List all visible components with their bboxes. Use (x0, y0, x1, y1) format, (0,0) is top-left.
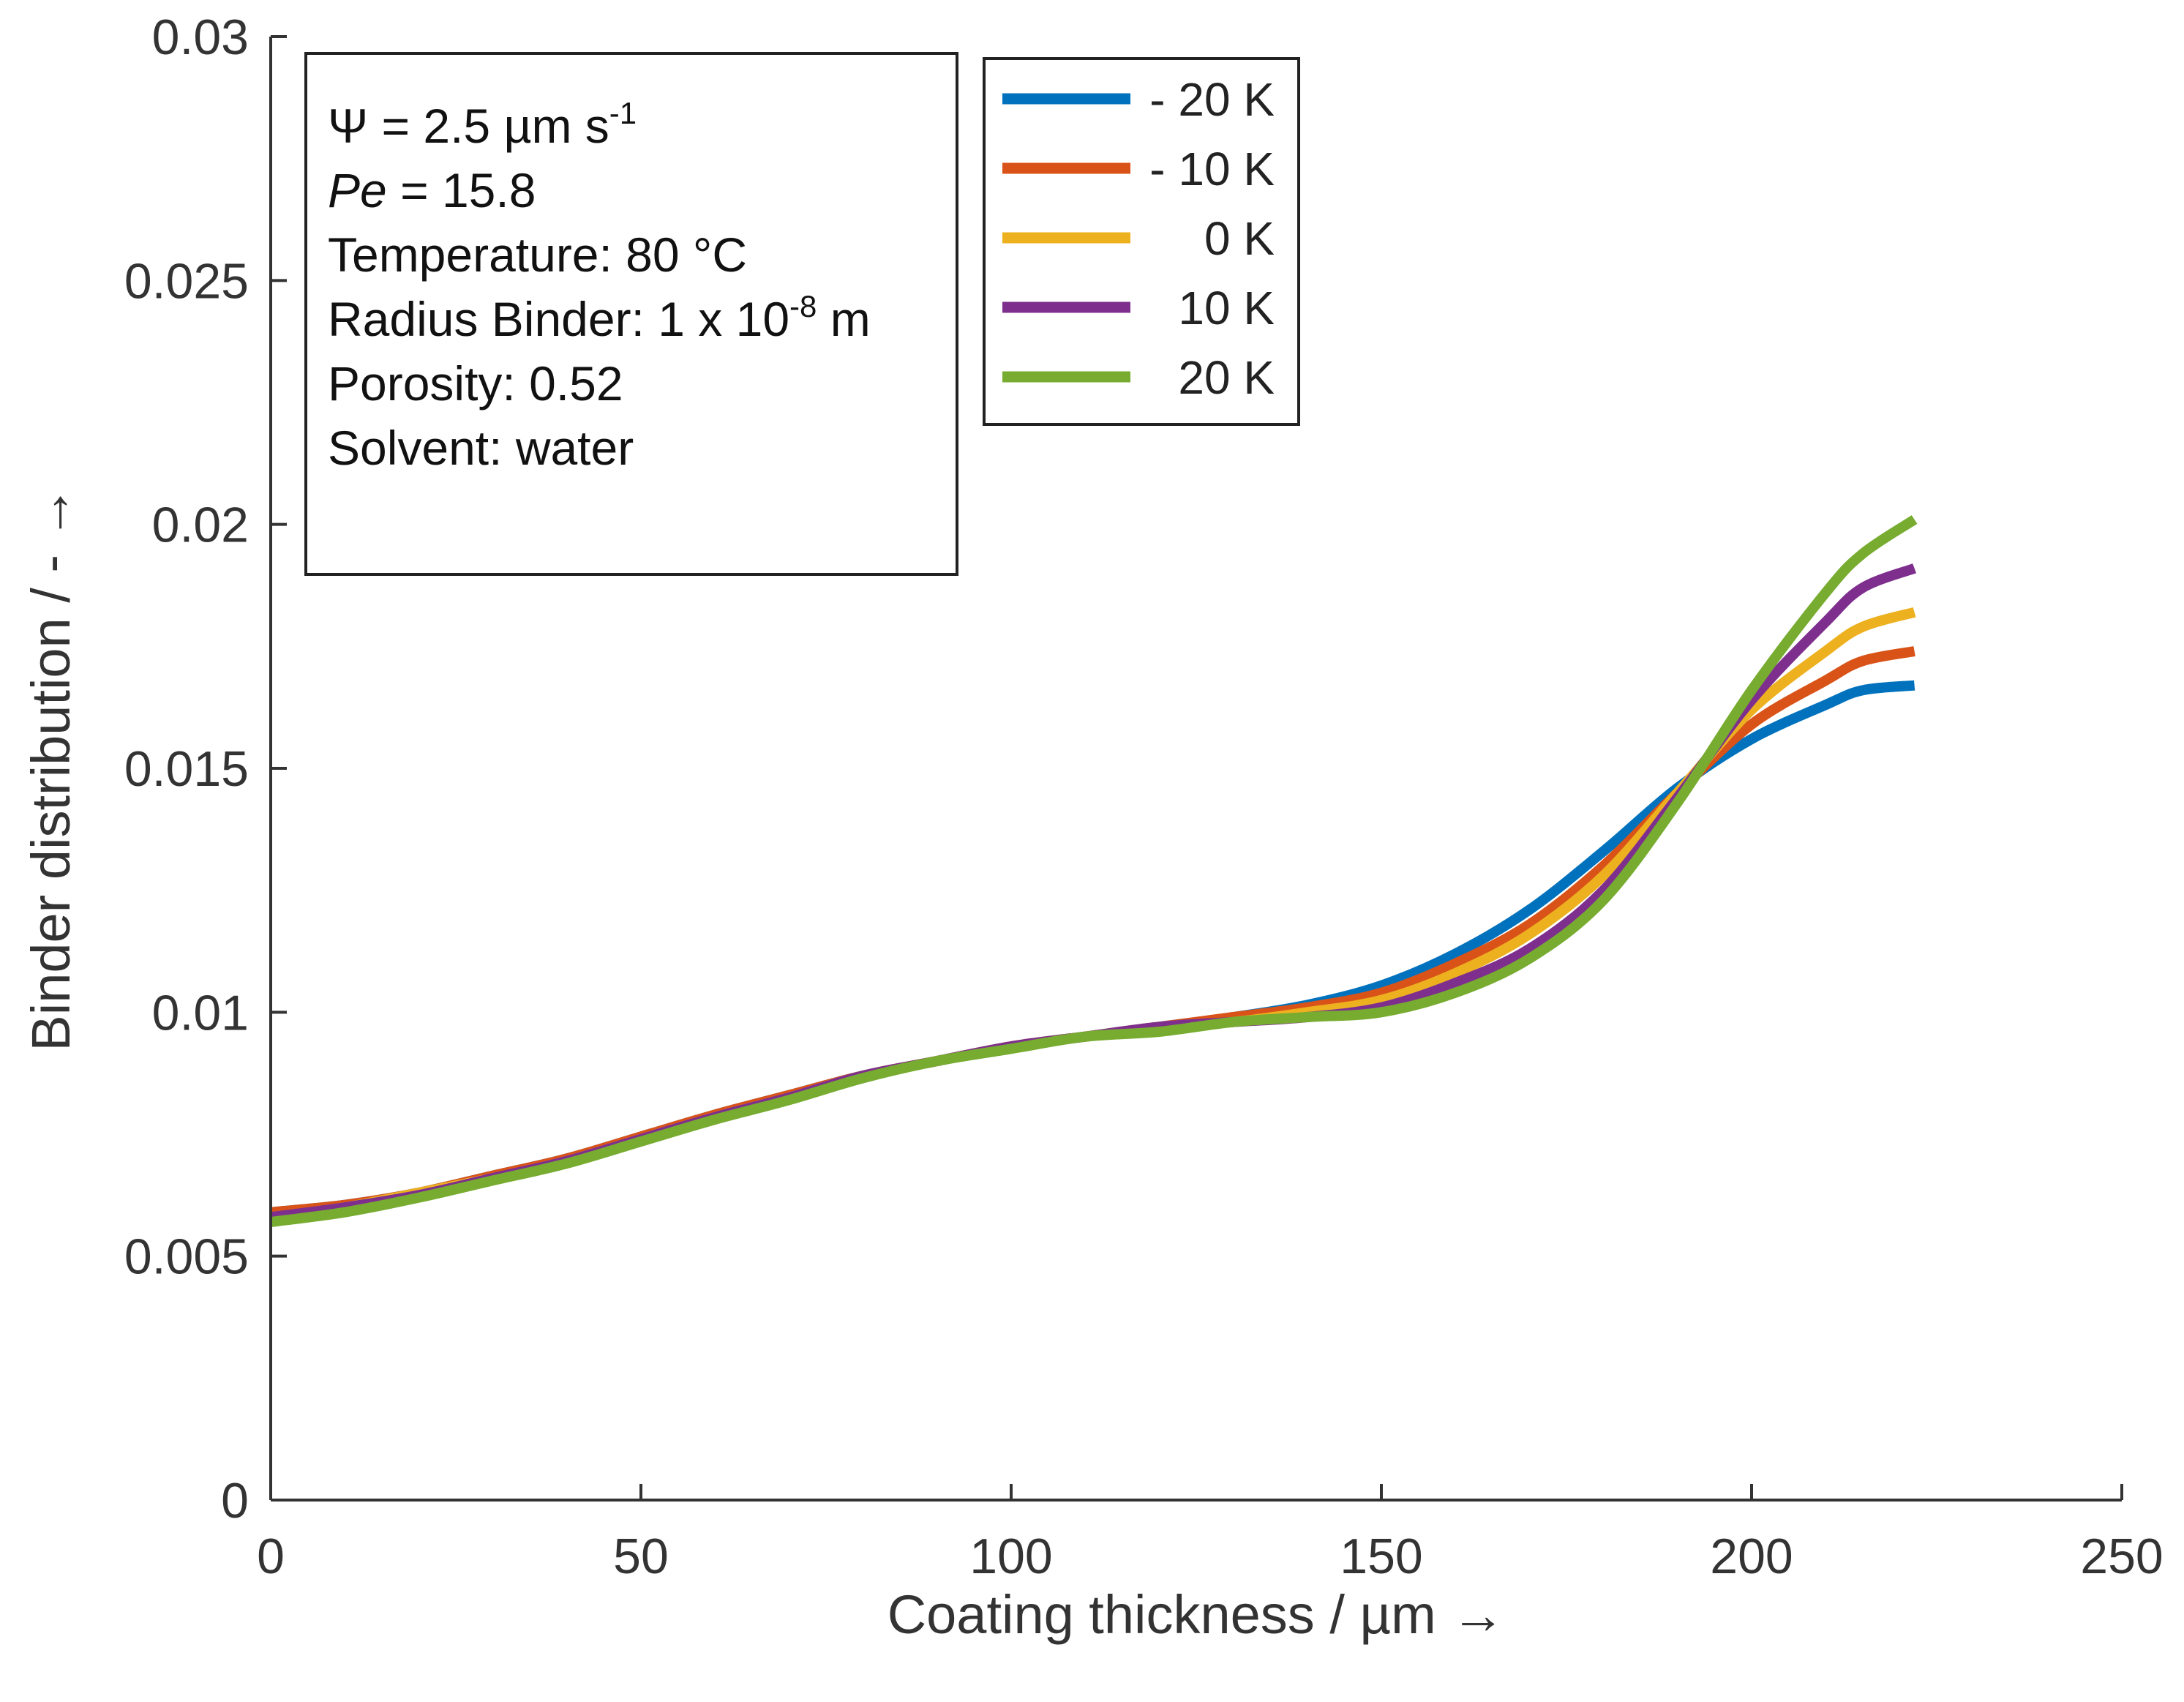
annotation-solvent: Solvent: water (328, 421, 634, 475)
x-tick-label: 100 (969, 1529, 1052, 1584)
y-tick-label: 0.02 (152, 498, 249, 553)
annotation-psi: Ψ = 2.5 µm s-1 (328, 96, 637, 153)
x-tick-label: 250 (2080, 1529, 2163, 1584)
y-ticks: 0 0.005 0.01 0.015 0.02 0.025 0.03 (124, 10, 287, 1529)
legend: - 20 K - 10 K 0 K 10 K 20 K (983, 57, 1300, 426)
x-tick-label: 200 (1710, 1529, 1793, 1584)
x-ticks: 0 50 100 150 200 250 (257, 1484, 2164, 1584)
y-axis-title: Binder distribution / - → (20, 485, 81, 1051)
y-tick-label: 0 (221, 1473, 249, 1529)
legend-label-1: - 10 K (1149, 143, 1275, 195)
y-tick-label: 0.005 (124, 1229, 249, 1285)
legend-label-3: 10 K (1178, 282, 1275, 334)
legend-label-4: 20 K (1178, 351, 1275, 404)
x-axis-title: Coating thickness / µm → (888, 1584, 1506, 1645)
y-tick-label: 0.025 (124, 253, 249, 309)
annotation-porosity: Porosity: 0.52 (328, 356, 623, 410)
x-tick-label: 0 (257, 1529, 285, 1584)
annotation-frame (304, 52, 958, 576)
annotation-radius: Radius Binder: 1 x 10-8 m (328, 289, 871, 346)
annotation-pe: Pe = 15.8 (328, 163, 536, 217)
y-tick-label: 0.015 (124, 741, 249, 797)
legend-label-2: 0 K (1204, 212, 1275, 265)
annotation-box: Ψ = 2.5 µm s-1 Pe = 15.8 Temperature: 80… (304, 52, 958, 576)
annotation-temperature: Temperature: 80 °C (328, 228, 747, 282)
x-tick-label: 50 (613, 1529, 669, 1584)
y-tick-label: 0.03 (152, 10, 249, 65)
legend-items: - 20 K - 10 K 0 K 10 K 20 K (1002, 73, 1275, 404)
y-tick-label: 0.01 (152, 985, 249, 1041)
series-line-4 (270, 515, 1918, 1227)
series-layer (270, 515, 1918, 1227)
legend-label-0: - 20 K (1149, 73, 1275, 126)
x-tick-label: 150 (1340, 1529, 1422, 1584)
